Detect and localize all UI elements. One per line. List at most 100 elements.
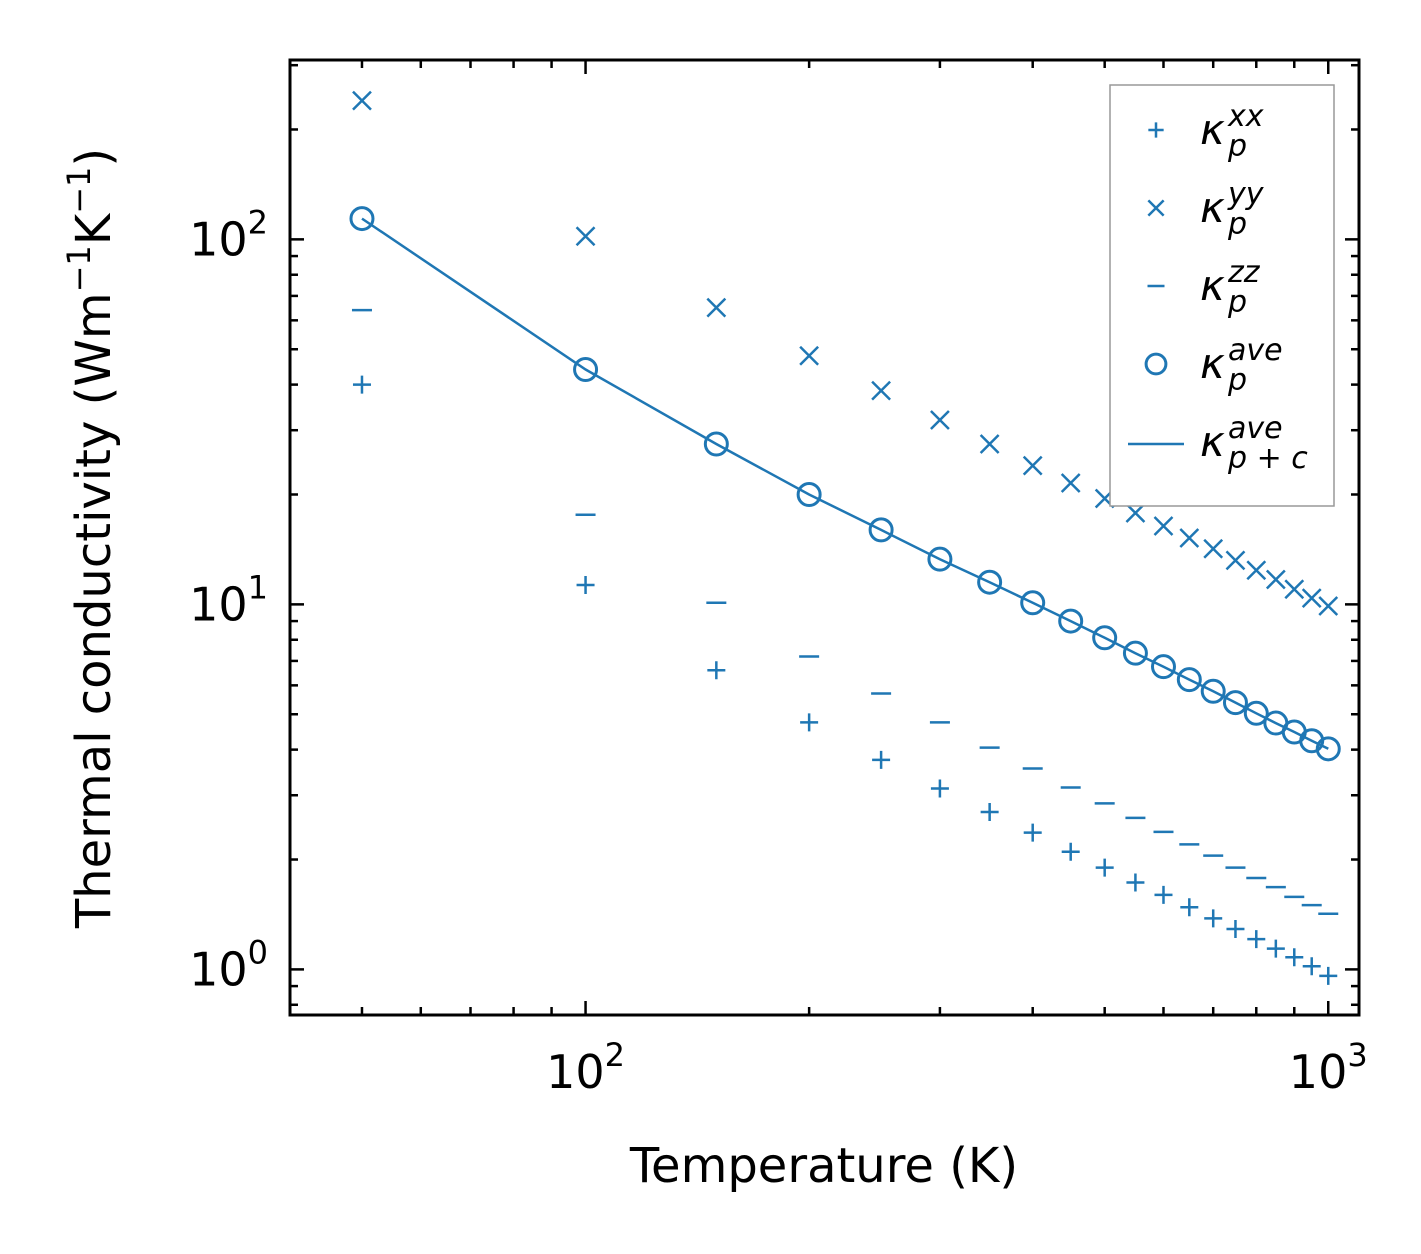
y-axis-label-exp2: −1 bbox=[60, 167, 98, 214]
data-point-circle bbox=[1315, 736, 1341, 762]
data-point-x bbox=[1179, 528, 1200, 548]
data-point-x bbox=[1153, 516, 1174, 536]
data-point-circle bbox=[868, 517, 894, 543]
legend-marker-plus bbox=[1148, 122, 1164, 138]
data-point-circle bbox=[1243, 700, 1269, 726]
y-tick-label-exp: 1 bbox=[248, 568, 268, 606]
data-point-plus bbox=[1302, 957, 1321, 976]
data-point-plus bbox=[930, 779, 949, 798]
y-axis-label-mid: K bbox=[66, 212, 122, 245]
data-point-circle bbox=[796, 481, 822, 507]
data-point-plus bbox=[1180, 898, 1199, 917]
legend-superscript: ave bbox=[1228, 333, 1283, 368]
legend-subscript: p bbox=[1227, 363, 1247, 398]
data-point-x bbox=[871, 380, 891, 401]
x-tick-label: 102 bbox=[546, 1036, 625, 1099]
data-point-plus bbox=[576, 576, 595, 595]
data-point-plus bbox=[1023, 823, 1042, 842]
data-point-circle bbox=[1176, 667, 1202, 693]
y-tick-label: 100 bbox=[189, 933, 268, 996]
data-point-x bbox=[1318, 596, 1339, 616]
data-point-x bbox=[352, 90, 372, 111]
y-axis-label-exp1: −1 bbox=[60, 245, 98, 292]
data-point-x bbox=[930, 410, 950, 430]
y-tick-label-exp: 0 bbox=[248, 933, 268, 971]
legend-marker-x bbox=[1147, 199, 1165, 217]
data-point-plus bbox=[1319, 966, 1338, 985]
data-point-x bbox=[979, 434, 1000, 454]
legend-entry: κ xxp bbox=[1148, 99, 1264, 164]
data-point-circle bbox=[1122, 640, 1148, 666]
data-point-circle bbox=[703, 431, 729, 457]
data-point-x bbox=[706, 297, 727, 318]
data-point-circle bbox=[1222, 690, 1248, 716]
data-point-x bbox=[1022, 455, 1043, 476]
y-tick-label-base: 10 bbox=[189, 577, 248, 631]
data-point-circle bbox=[1020, 590, 1046, 616]
axis-ticks bbox=[288, 60, 1359, 1015]
data-point-plus bbox=[1126, 873, 1145, 892]
legend-subscript: p bbox=[1227, 207, 1247, 242]
legend-superscript: xx bbox=[1227, 99, 1264, 134]
legend-symbol: κ bbox=[1200, 339, 1225, 388]
y-tick-label-base: 10 bbox=[189, 942, 248, 996]
data-point-circle bbox=[927, 546, 953, 572]
x-tick-label-base: 10 bbox=[546, 1045, 605, 1099]
data-point-circle bbox=[1092, 625, 1118, 651]
legend-symbol: κ bbox=[1200, 261, 1225, 310]
data-point-plus bbox=[1226, 920, 1245, 939]
y-tick-label-exp: 2 bbox=[248, 203, 268, 241]
x-tick-label-exp: 3 bbox=[1347, 1036, 1367, 1074]
data-point-plus bbox=[1266, 939, 1285, 958]
legend-entry: κ zzp bbox=[1147, 255, 1261, 320]
y-tick-label: 101 bbox=[189, 568, 268, 631]
y-axis-label: Thermal conductivity (Wm−1K−1) bbox=[60, 148, 122, 929]
data-point-circle bbox=[1150, 654, 1176, 680]
x-tick-label-exp: 2 bbox=[605, 1036, 625, 1074]
data-point-x bbox=[1225, 550, 1246, 571]
data-point-plus bbox=[1247, 930, 1266, 949]
x-tick-label: 103 bbox=[1289, 1036, 1368, 1099]
x-axis-label: Temperature (K) bbox=[629, 1138, 1018, 1194]
data-point-circle bbox=[977, 569, 1003, 595]
legend-subscript: p bbox=[1227, 285, 1247, 320]
data-point-plus bbox=[872, 750, 891, 769]
data-point-x bbox=[575, 226, 596, 247]
legend-superscript: yy bbox=[1227, 177, 1265, 212]
legend-subscript: p + c bbox=[1227, 441, 1308, 476]
data-point-x bbox=[1203, 538, 1224, 559]
data-point-plus bbox=[1154, 885, 1173, 904]
data-point-circle bbox=[349, 206, 375, 232]
data-point-plus bbox=[707, 661, 726, 680]
legend-subscript: p bbox=[1227, 129, 1247, 164]
data-point-plus bbox=[800, 713, 819, 732]
data-point-x bbox=[1265, 569, 1286, 590]
data-point-plus bbox=[980, 802, 999, 821]
legend-superscript: zz bbox=[1227, 255, 1261, 290]
data-point-plus bbox=[1204, 909, 1223, 928]
data-point-circle bbox=[1200, 678, 1226, 704]
y-tick-label: 102 bbox=[189, 203, 268, 266]
legend-entry: κ yyp bbox=[1147, 177, 1265, 242]
legend-symbol: κ bbox=[1200, 417, 1225, 466]
legend-symbol: κ bbox=[1200, 105, 1225, 154]
y-axis-label-main: Thermal conductivity (Wm bbox=[66, 292, 122, 929]
data-point-circle bbox=[1058, 608, 1084, 634]
data-point-plus bbox=[1061, 842, 1080, 861]
y-tick-label-base: 10 bbox=[189, 212, 248, 266]
data-point-plus bbox=[352, 375, 371, 394]
y-axis-label-end: ) bbox=[66, 148, 122, 167]
legend-box bbox=[1109, 84, 1335, 507]
data-point-plus bbox=[1285, 948, 1304, 967]
data-point-x bbox=[1060, 473, 1081, 493]
data-point-x bbox=[1301, 588, 1322, 609]
data-point-x bbox=[799, 345, 820, 366]
data-point-x bbox=[1284, 579, 1305, 600]
legend-symbol: κ bbox=[1200, 183, 1225, 232]
data-point-x bbox=[1125, 503, 1146, 523]
